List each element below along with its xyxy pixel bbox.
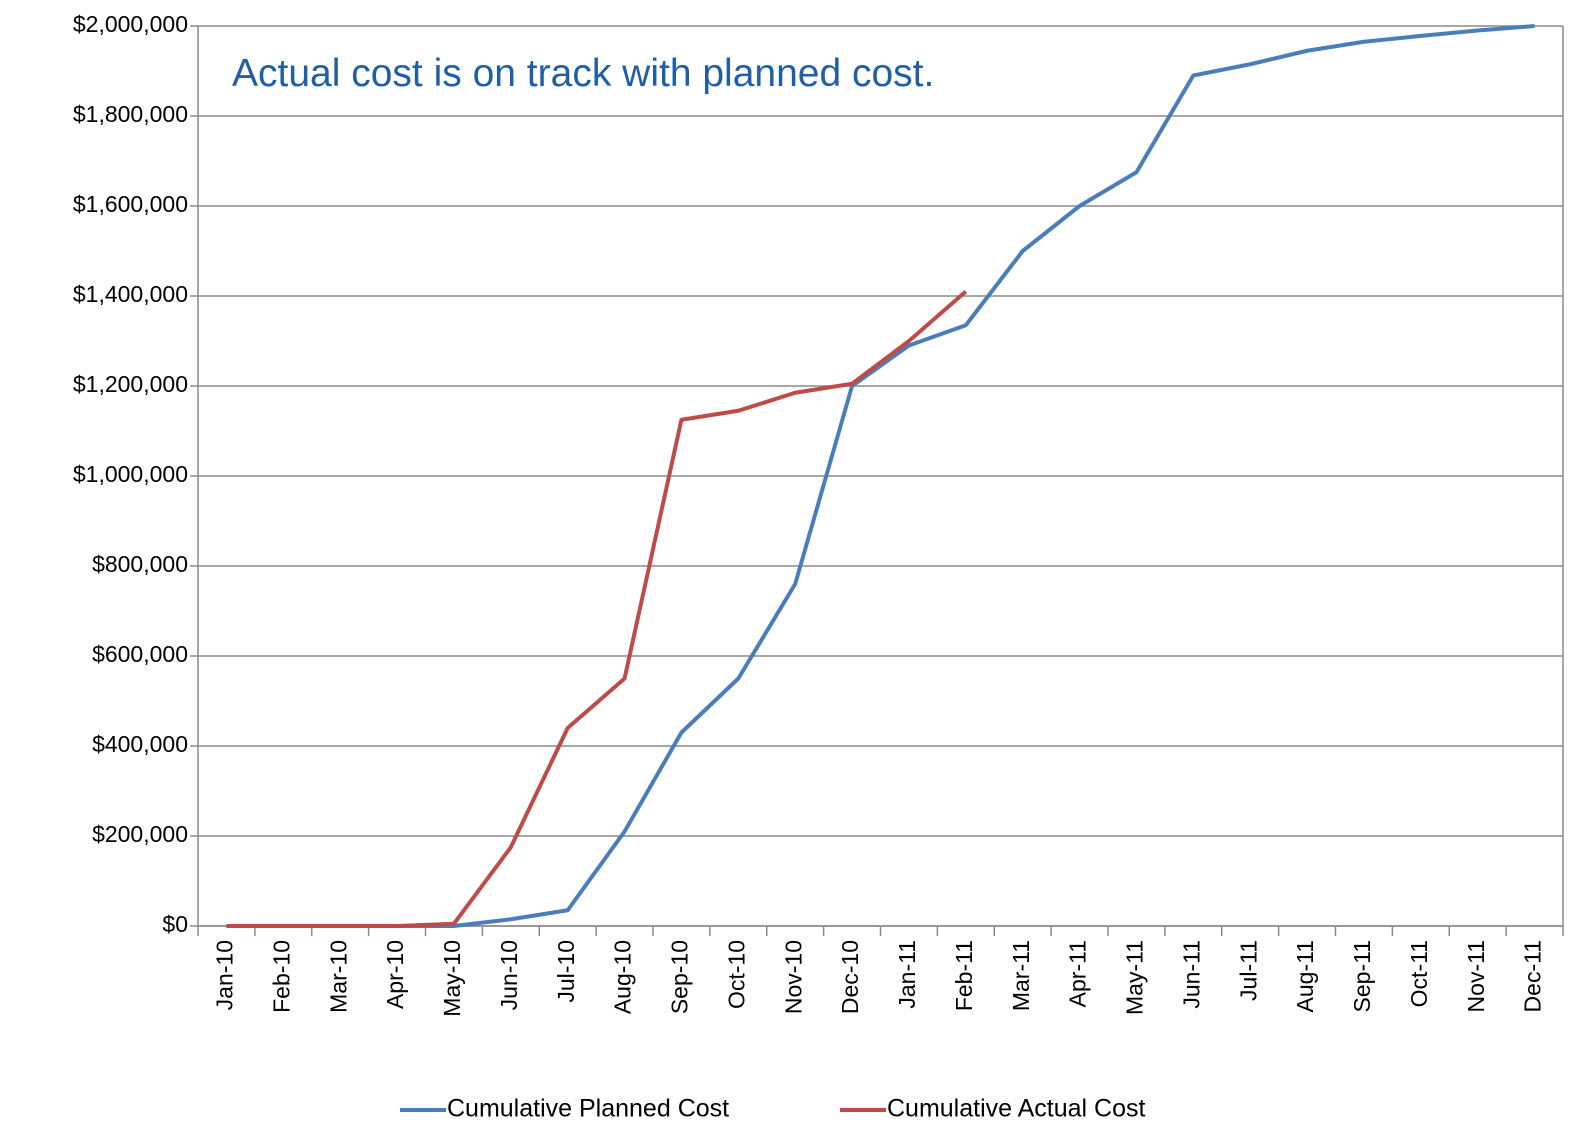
x-tick-label: Jun-10 (496, 940, 522, 1010)
legend-label: Cumulative Actual Cost (887, 1095, 1146, 1123)
x-tick-label: Aug-10 (610, 940, 636, 1014)
x-tick-label: Dec-11 (1520, 940, 1546, 1012)
x-tick-label: Jan-11 (894, 940, 920, 1009)
x-tick-label: Oct-11 (1406, 940, 1432, 1007)
x-tick-label: Aug-11 (1292, 940, 1318, 1012)
y-tick-label: $600,000 (92, 641, 188, 667)
y-tick-label: $800,000 (92, 551, 188, 577)
y-tick-label: $0 (162, 911, 188, 937)
y-tick-label: $1,800,000 (73, 101, 188, 127)
x-tick-label: Dec-10 (837, 940, 863, 1014)
y-tick-label: $1,200,000 (73, 371, 188, 397)
x-tick-label: Oct-10 (723, 940, 749, 1009)
y-tick-label: $1,600,000 (73, 191, 188, 217)
x-tick-label: Feb-10 (268, 940, 294, 1013)
legend-label: Cumulative Planned Cost (447, 1095, 729, 1123)
x-tick-label: Sep-10 (667, 940, 693, 1014)
x-tick-label: Jul-10 (553, 940, 579, 1003)
x-tick-label: Apr-11 (1065, 940, 1091, 1007)
x-tick-label: Jun-11 (1178, 940, 1204, 1009)
x-tick-label: Mar-11 (1008, 940, 1034, 1011)
y-tick-label: $200,000 (92, 821, 188, 847)
x-tick-label: May-10 (439, 940, 465, 1017)
y-tick-label: $1,000,000 (73, 461, 188, 487)
x-tick-label: Sep-11 (1349, 940, 1375, 1012)
series-line (226, 289, 968, 928)
annotation: Actual cost is on track with planned cos… (232, 52, 934, 95)
x-tick-label: Nov-10 (780, 940, 806, 1014)
y-tick-label: $2,000,000 (73, 11, 188, 37)
x-tick-label: Mar-10 (325, 940, 351, 1013)
y-tick-label: $1,400,000 (73, 281, 188, 307)
x-tick-label: Apr-10 (382, 940, 408, 1009)
x-tick-label: May-11 (1122, 940, 1148, 1015)
x-tick-label: Jan-10 (212, 940, 238, 1010)
y-tick-label: $400,000 (92, 731, 188, 757)
x-tick-label: Nov-11 (1463, 940, 1489, 1012)
x-tick-label: Feb-11 (951, 940, 977, 1011)
x-tick-label: Jul-11 (1235, 940, 1261, 1001)
